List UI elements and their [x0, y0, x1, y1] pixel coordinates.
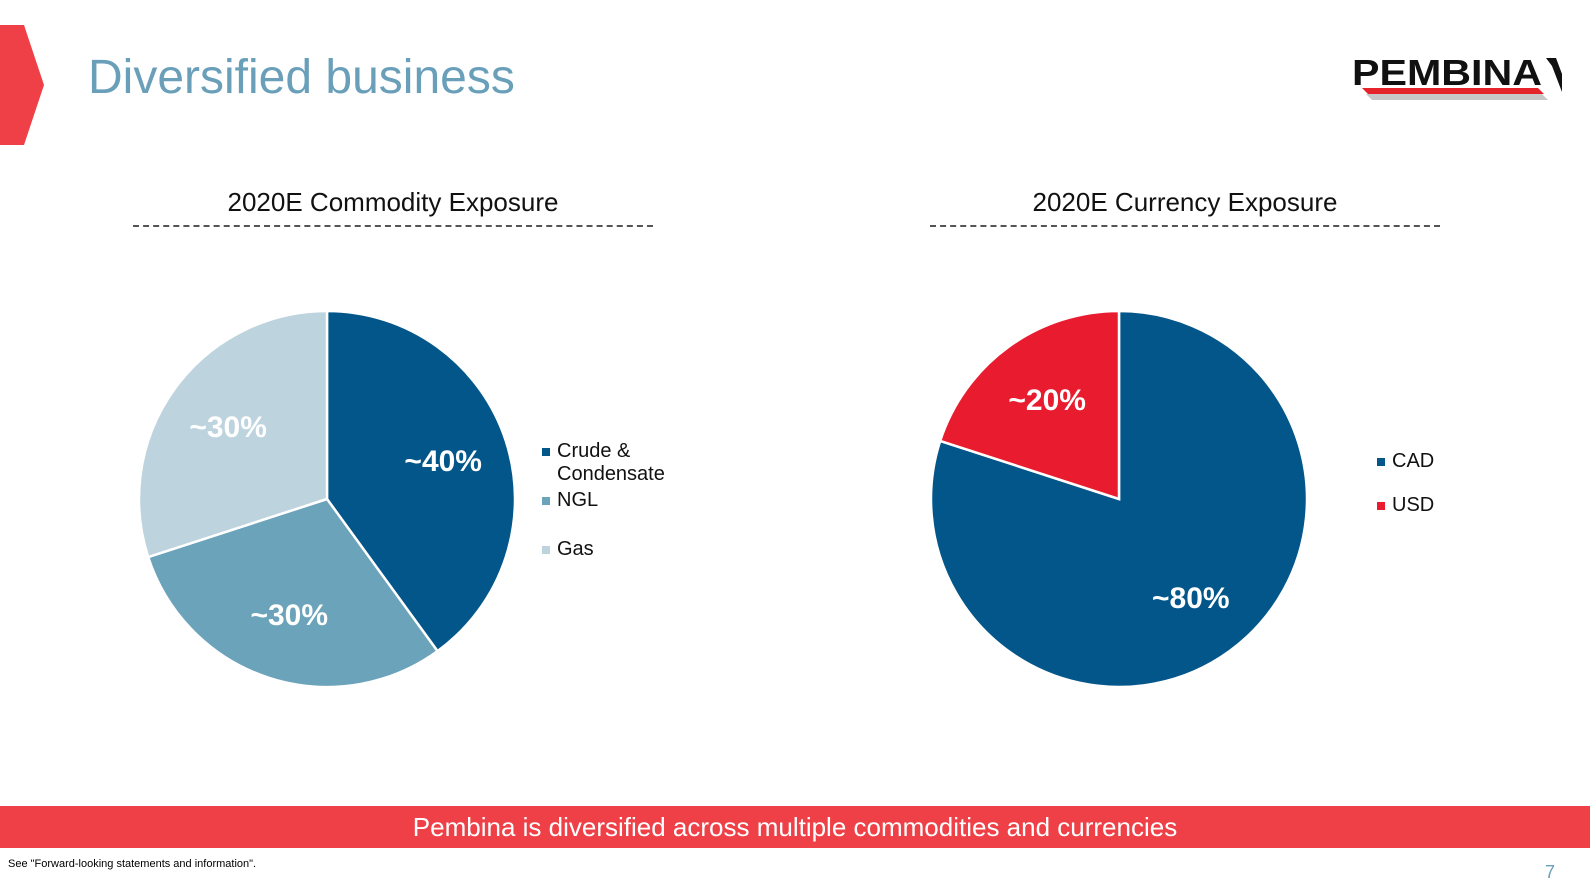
- commodity-chart-title: 2020E Commodity Exposure: [227, 187, 559, 217]
- commodity-legend: Crude & Condensate NGL Gas: [542, 440, 702, 570]
- legend-swatch-ngl: [542, 497, 550, 505]
- legend-label: CAD: [1392, 450, 1435, 472]
- data-label-ngl: ~30%: [250, 599, 328, 632]
- legend-swatch-gas: [542, 546, 550, 554]
- legend-swatch-cad: [1377, 458, 1385, 466]
- accent-chevron: [0, 25, 44, 145]
- currency-legend: CAD USD: [1377, 450, 1477, 520]
- legend-item-usd: USD: [1377, 494, 1434, 517]
- data-label-crude-and-condensate: ~40%: [404, 445, 482, 478]
- pie-slice-ngl: [146, 497, 440, 689]
- summary-banner: Pembina is diversified across multiple c…: [0, 806, 1590, 848]
- data-label-usd: ~20%: [1008, 384, 1086, 417]
- pie-slice-usd: [938, 309, 1121, 501]
- pembina-logo: PEMBINA: [1352, 52, 1562, 100]
- currency-pie: ~80% ~20%: [929, 309, 1309, 689]
- currency-chart-title: 2020E Currency Exposure: [1032, 187, 1338, 217]
- slide-title: Diversified business: [88, 51, 515, 104]
- page-number: 7: [1544, 862, 1555, 882]
- legend-swatch-usd: [1377, 502, 1385, 510]
- data-label-cad: ~80%: [1152, 582, 1230, 615]
- data-label-gas: ~30%: [189, 411, 267, 444]
- legend-swatch-crude-condensate: [542, 448, 550, 456]
- legend-item-crude-condensate: Crude & Condensate: [542, 440, 687, 486]
- legend-item-gas: Gas: [542, 538, 687, 561]
- commodity-title-rule: [133, 225, 653, 227]
- legend-item-cad: CAD: [1377, 450, 1434, 473]
- legend-label: Gas: [557, 538, 594, 560]
- commodity-pie: ~40% ~30% ~30%: [137, 309, 517, 689]
- logo-wordmark: PEMBINA: [1352, 52, 1542, 93]
- legend-item-ngl: NGL: [542, 489, 687, 512]
- legend-label: USD: [1392, 494, 1435, 516]
- footnote: See "Forward-looking statements and info…: [8, 858, 257, 870]
- legend-label: Crude & Condensate: [557, 440, 665, 486]
- legend-label: NGL: [557, 489, 599, 511]
- pie-slice-gas: [137, 309, 329, 559]
- currency-title-rule: [930, 225, 1440, 227]
- pie-slice-crude-and-condensate: [325, 309, 517, 653]
